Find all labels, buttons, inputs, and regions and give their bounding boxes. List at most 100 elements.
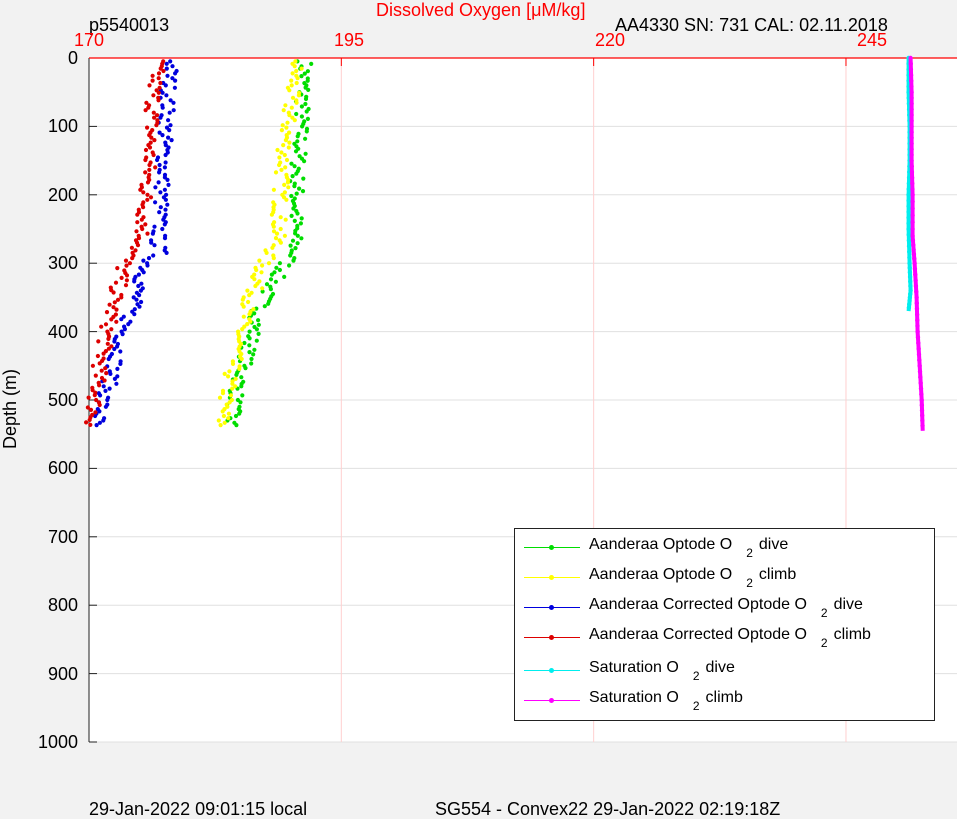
data-point xyxy=(284,125,289,130)
data-point xyxy=(302,71,307,76)
data-point xyxy=(99,368,104,373)
data-point xyxy=(114,381,119,386)
data-point xyxy=(916,352,922,357)
data-point xyxy=(150,73,155,78)
data-point xyxy=(99,324,104,329)
data-point xyxy=(150,78,155,83)
data-point xyxy=(171,108,176,113)
data-point xyxy=(241,314,246,319)
data-point xyxy=(910,238,916,243)
data-point xyxy=(163,160,168,165)
data-point xyxy=(286,145,291,150)
data-point xyxy=(906,209,911,215)
data-point xyxy=(287,140,292,145)
data-point xyxy=(97,409,102,414)
data-point xyxy=(132,312,137,317)
data-point xyxy=(297,186,302,191)
data-point xyxy=(917,369,923,374)
data-point xyxy=(270,245,275,250)
data-point xyxy=(158,115,163,120)
data-point xyxy=(299,66,304,71)
data-point xyxy=(160,105,165,110)
data-point xyxy=(259,270,264,275)
data-point xyxy=(135,243,141,248)
data-point xyxy=(166,118,171,123)
data-point xyxy=(281,143,286,148)
data-point xyxy=(254,267,259,273)
data-point xyxy=(239,356,244,362)
data-point xyxy=(113,280,119,285)
data-point xyxy=(291,206,296,211)
legend-marker xyxy=(549,575,554,580)
data-point xyxy=(136,283,141,289)
data-point xyxy=(101,384,106,389)
data-point xyxy=(147,162,152,168)
data-point xyxy=(94,423,99,428)
data-point xyxy=(271,256,276,261)
data-point xyxy=(247,329,252,334)
data-point xyxy=(164,93,169,98)
data-point xyxy=(233,376,238,381)
data-point xyxy=(262,304,267,309)
legend-marker xyxy=(549,605,554,610)
data-point xyxy=(275,147,280,153)
data-point xyxy=(300,189,306,194)
data-point xyxy=(96,339,101,344)
data-point xyxy=(287,88,292,93)
sensor-info-label: AA4330 SN: 731 CAL: 02.11.2018 xyxy=(615,15,888,35)
data-point xyxy=(112,346,117,352)
data-point xyxy=(97,402,102,408)
data-point xyxy=(119,295,124,300)
data-point xyxy=(303,96,309,102)
data-point xyxy=(102,378,107,383)
data-point xyxy=(909,175,915,180)
data-point xyxy=(132,307,137,312)
data-point xyxy=(278,215,283,220)
data-point xyxy=(290,71,295,76)
data-point xyxy=(151,110,156,115)
data-point xyxy=(147,167,152,172)
data-point xyxy=(253,283,258,289)
data-point xyxy=(918,386,924,391)
data-point xyxy=(127,261,132,266)
data-point xyxy=(167,128,172,133)
data-point xyxy=(918,375,923,380)
data-point xyxy=(289,161,294,166)
data-point xyxy=(93,373,98,378)
data-point xyxy=(216,418,221,423)
data-point xyxy=(112,339,117,344)
data-point xyxy=(153,200,158,205)
data-point xyxy=(304,129,309,134)
data-point xyxy=(242,340,247,346)
data-point xyxy=(237,366,242,371)
data-point xyxy=(97,361,102,366)
data-point xyxy=(154,123,159,128)
data-point xyxy=(238,400,243,405)
data-point xyxy=(280,123,285,128)
data-point xyxy=(162,187,167,192)
data-point xyxy=(161,68,166,74)
data-point xyxy=(293,149,299,154)
data-point xyxy=(910,181,915,186)
data-point xyxy=(917,363,922,368)
data-point xyxy=(243,366,248,371)
data-point xyxy=(292,118,297,123)
data-point xyxy=(292,164,297,169)
data-point xyxy=(230,386,235,391)
data-point xyxy=(290,95,296,100)
data-point xyxy=(257,258,262,263)
data-point xyxy=(164,66,169,71)
data-point xyxy=(266,301,271,306)
legend: Aanderaa Optode O 2 dive Aanderaa Optode O… xyxy=(514,528,935,721)
data-point xyxy=(914,300,919,306)
data-point xyxy=(289,213,294,218)
data-point xyxy=(146,256,152,261)
data-point xyxy=(135,220,140,225)
data-point xyxy=(141,205,146,210)
data-point xyxy=(920,418,925,423)
data-point xyxy=(252,277,257,282)
data-point xyxy=(264,250,269,255)
y-tick-label: 800 xyxy=(47,595,78,615)
data-point xyxy=(162,175,167,180)
data-point xyxy=(909,101,914,106)
